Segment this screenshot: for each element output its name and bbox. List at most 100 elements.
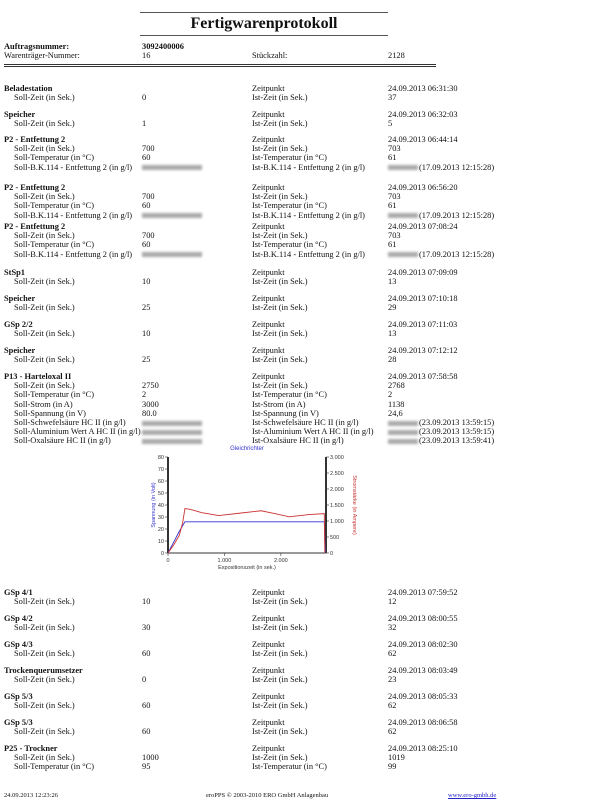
zeitpunkt-value: 24.09.2013 08:03:49 xyxy=(388,666,458,675)
zeitpunkt-value: 24.09.2013 06:44:14 xyxy=(388,135,458,144)
y2-tick-label: 1.000 xyxy=(330,519,344,525)
step-row: Soll-Zeit (in Sek.) 60 Ist-Zeit (in Sek.) 6… xyxy=(0,727,600,736)
step-header-row: P25 - Trockner Zeitpunkt 24.09.2013 08:25:… xyxy=(0,744,600,753)
ist-label: Ist-Zeit (in Sek.) xyxy=(252,277,308,287)
soll-value: 1000 xyxy=(142,753,159,763)
step-header-row: P13 - Harteloxal II Zeitpunkt 24.09.2013 0… xyxy=(0,372,600,381)
y2-tick-label: 3.000 xyxy=(330,455,344,461)
zeitpunkt-label: Zeitpunkt xyxy=(252,718,285,727)
zeitpunkt-label: Zeitpunkt xyxy=(252,692,285,701)
soll-value: 60 xyxy=(142,240,151,250)
step-row: Soll-Zeit (in Sek.) 25 Ist-Zeit (in Sek.) 2… xyxy=(0,303,600,312)
y2-axis-label: Stromstärke (in Ampere) xyxy=(351,475,357,535)
step-header-row: GSp 4/1 Zeitpunkt 24.09.2013 07:59:52 xyxy=(0,588,600,597)
footer-link[interactable]: www.ero-gmbh.de xyxy=(448,792,497,799)
zeitpunkt-label: Zeitpunkt xyxy=(252,268,285,277)
step-name: P2 - Entfettung 2 xyxy=(4,183,66,192)
ist-label: Ist-Temperatur (in °C) xyxy=(252,390,327,400)
step-name: Speicher xyxy=(4,346,36,355)
ist-label: Ist-Oxalsäure HC II (in g/l) xyxy=(252,436,344,446)
x-tick-label: 1.000 xyxy=(218,558,232,564)
auftrag-value: 3092400006 xyxy=(142,42,184,51)
zeitpunkt-value: 24.09.2013 08:05:33 xyxy=(388,692,458,701)
soll-label: Soll-Zeit (in Sek.) xyxy=(14,277,75,287)
soll-value: 30 xyxy=(142,623,151,633)
redacted-value xyxy=(142,429,202,435)
auftrag-label: Auftragsnummer: xyxy=(4,42,70,51)
redacted-value xyxy=(142,252,202,258)
redacted-value xyxy=(388,429,418,435)
soll-label: Soll-Zeit (in Sek.) xyxy=(14,649,75,659)
step-header-row: GSp 4/2 Zeitpunkt 24.09.2013 08:00:55 xyxy=(0,614,600,623)
ist-value: 5 xyxy=(388,119,393,129)
step-name: GSp 2/2 xyxy=(4,320,33,329)
soll-label: Soll-Temperatur (in °C) xyxy=(14,762,94,772)
redacted-value xyxy=(142,165,202,171)
y-tick-label: 10 xyxy=(158,539,164,545)
stueck-label: Stückzahl: xyxy=(252,51,288,60)
zeitpunkt-value: 24.09.2013 07:10:18 xyxy=(388,294,458,303)
step-header-row: Speicher Zeitpunkt 24.09.2013 07:12:12 xyxy=(0,346,600,355)
zeitpunkt-label: Zeitpunkt xyxy=(252,294,285,303)
step-header-row: GSp 4/3 Zeitpunkt 24.09.2013 08:02:30 xyxy=(0,640,600,649)
ist-label: Ist-Zeit (in Sek.) xyxy=(252,649,308,659)
ist-value: 32 xyxy=(388,623,397,633)
zeitpunkt-label: Zeitpunkt xyxy=(252,346,285,355)
step-header-row: P2 - Entfettung 2 Zeitpunkt 24.09.2013 07:… xyxy=(0,222,600,231)
soll-value: 10 xyxy=(142,597,151,607)
soll-label: Soll-Zeit (in Sek.) xyxy=(14,192,75,202)
header-divider xyxy=(4,64,436,67)
zeitpunkt-label: Zeitpunkt xyxy=(252,372,285,381)
step-row: Soll-Zeit (in Sek.) 10 Ist-Zeit (in Sek.) 1… xyxy=(0,329,600,338)
step-row: Soll-Temperatur (in °C) 2 Ist-Temperatur (… xyxy=(0,390,600,399)
soll-label: Soll-Zeit (in Sek.) xyxy=(14,93,75,103)
ist-label: Ist-Temperatur (in °C) xyxy=(252,153,327,163)
soll-label: Soll-Temperatur (in °C) xyxy=(14,201,94,211)
ist-label: Ist-Temperatur (in °C) xyxy=(252,240,327,250)
ist-label: Ist-Aluminium Wert A HC II (in g/l) xyxy=(252,427,374,437)
step-row: Soll-Spannung (in V) 80.0 Ist-Spannung (in… xyxy=(0,409,600,418)
zeitpunkt-value: 24.09.2013 07:12:12 xyxy=(388,346,458,355)
soll-value: 10 xyxy=(142,277,151,287)
step-row: Soll-Zeit (in Sek.) 0 Ist-Zeit (in Sek.) 23 xyxy=(0,675,600,684)
step-row: Soll-Zeit (in Sek.) 1000 Ist-Zeit (in Sek.… xyxy=(0,753,600,762)
traeger-label: Warenträger-Nummer: xyxy=(4,51,80,60)
ist-value-date: (23.09.2013 13:59:41) xyxy=(419,436,495,446)
soll-value: 0 xyxy=(142,93,147,103)
soll-label: Soll-Aluminium Wert A HC II (in g/l) xyxy=(14,427,141,437)
soll-value-redacted xyxy=(142,250,203,259)
ist-value: 23 xyxy=(388,675,397,685)
step-name: GSp 4/3 xyxy=(4,640,33,649)
y-tick-label: 60 xyxy=(158,479,164,485)
zeitpunkt-label: Zeitpunkt xyxy=(252,588,285,597)
ist-label: Ist-Zeit (in Sek.) xyxy=(252,753,308,763)
soll-value: 10 xyxy=(142,329,151,339)
x-tick-label: 0 xyxy=(166,558,169,564)
redacted-value xyxy=(388,438,418,444)
ist-label: Ist-Zeit (in Sek.) xyxy=(252,675,308,685)
ist-value: (23.09.2013 13:59:15) xyxy=(388,418,494,427)
zeitpunkt-label: Zeitpunkt xyxy=(252,614,285,623)
ist-value: 703 xyxy=(388,144,401,154)
step-header-row: GSp 5/3 Zeitpunkt 24.09.2013 08:05:33 xyxy=(0,692,600,701)
ist-label: Ist-Zeit (in Sek.) xyxy=(252,355,308,365)
soll-label: Soll-Zeit (in Sek.) xyxy=(14,303,75,313)
step-row: Soll-B.K.114 - Entfettung 2 (in g/l) Ist-… xyxy=(0,211,600,220)
footer-copyright: eroPPS © 2003-2010 ERO GmbH Anlagenbau xyxy=(206,792,329,799)
soll-label: Soll-Zeit (in Sek.) xyxy=(14,381,75,391)
zeitpunkt-value: 24.09.2013 06:56:20 xyxy=(388,183,458,192)
soll-label: Soll-Temperatur (in °C) xyxy=(14,240,94,250)
zeitpunkt-value: 24.09.2013 06:32:03 xyxy=(388,110,458,119)
ist-label: Ist-Temperatur (in °C) xyxy=(252,201,327,211)
zeitpunkt-label: Zeitpunkt xyxy=(252,744,285,753)
soll-value: 2750 xyxy=(142,381,159,391)
ist-value-date: (17.09.2013 12:15:28) xyxy=(419,249,495,259)
soll-label: Soll-Zeit (in Sek.) xyxy=(14,701,75,711)
zeitpunkt-value: 24.09.2013 08:25:10 xyxy=(388,744,458,753)
ist-label: Ist-Zeit (in Sek.) xyxy=(252,303,308,313)
redacted-value xyxy=(388,252,418,258)
ist-label: Ist-B.K.114 - Entfettung 2 (in g/l) xyxy=(252,210,365,220)
soll-label: Soll-B.K.114 - Entfettung 2 (in g/l) xyxy=(14,162,133,172)
ist-value: 62 xyxy=(388,727,397,737)
zeitpunkt-label: Zeitpunkt xyxy=(252,135,285,144)
